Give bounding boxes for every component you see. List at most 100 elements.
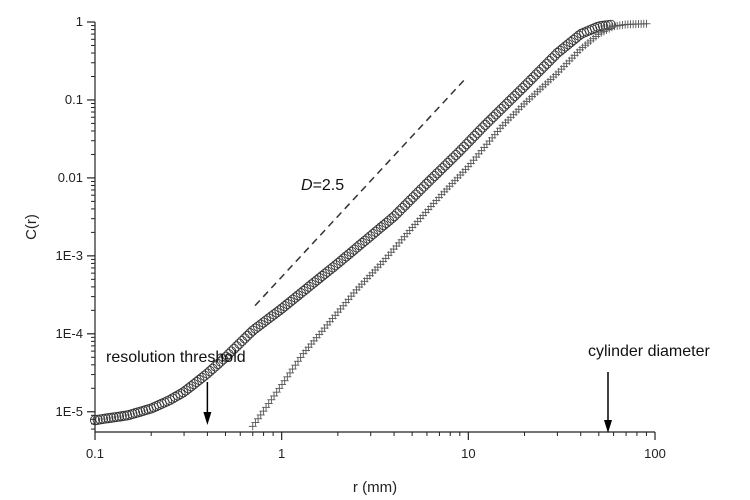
data-point-circle <box>424 176 435 187</box>
data-point-circle <box>239 333 250 344</box>
y-tick-label: 0.01 <box>58 170 83 185</box>
data-point-circle <box>220 351 232 362</box>
data-point-circle <box>522 77 534 88</box>
data-point-circle <box>405 194 416 206</box>
x-ticks: 0.1 1 10 100 <box>86 432 666 461</box>
resolution-threshold-arrow <box>203 382 212 425</box>
data-point-circle <box>253 321 264 332</box>
data-point-circle <box>434 165 445 176</box>
data-point-circle <box>389 211 400 222</box>
data-point-circle <box>172 390 183 401</box>
data-point-circle <box>544 56 555 67</box>
cylinder-diameter-arrow <box>603 372 612 433</box>
axes <box>94 22 655 433</box>
data-point-circle <box>418 181 429 192</box>
data-point-circle <box>549 50 560 61</box>
data-point-circle <box>269 309 280 320</box>
series-circle <box>89 19 616 426</box>
data-point-circle <box>250 323 261 334</box>
data-point-circle <box>480 119 491 130</box>
data-point-circle <box>498 101 510 112</box>
data-point-circle <box>573 30 584 41</box>
data-point-circle <box>175 388 186 399</box>
data-point-circle <box>244 328 256 339</box>
data-point-circle <box>525 74 536 86</box>
data-point-circle <box>429 170 440 182</box>
data-point-circle <box>218 354 229 365</box>
slope-label: D=2.5 <box>301 177 344 194</box>
cylinder-diameter-label: cylinder diameter <box>588 343 711 360</box>
data-point-circle <box>504 96 515 107</box>
x-tick-label: 100 <box>644 446 666 461</box>
data-point-circle <box>170 391 181 403</box>
data-point-circle <box>533 66 544 77</box>
data-point-circle <box>397 203 408 214</box>
data-point-circle <box>445 155 456 166</box>
data-point-circle <box>531 69 542 80</box>
data-point-circle <box>234 338 245 349</box>
data-point-circle <box>392 208 403 219</box>
data-point-circle <box>506 93 518 104</box>
data-point-circle <box>547 53 558 64</box>
x-tick-label: 1 <box>278 446 285 461</box>
resolution-threshold-label: resolution threshold <box>106 349 246 366</box>
data-point-circle <box>482 117 494 128</box>
reference-slope-line <box>254 79 465 307</box>
data-point-circle <box>266 311 277 322</box>
data-point-circle <box>539 61 550 72</box>
y-tick-label: 1E-4 <box>56 326 83 341</box>
data-point-circle <box>426 173 437 184</box>
data-point-circle <box>402 197 413 208</box>
data-point-circle <box>231 341 242 352</box>
data-point-circle <box>226 346 237 357</box>
data-point-circle <box>440 160 451 171</box>
data-point-circle <box>464 136 475 147</box>
x-tick-label: 0.1 <box>86 446 104 461</box>
slope-label-symbol: D <box>301 177 313 194</box>
data-point-circle <box>469 130 480 141</box>
data-point-circle <box>164 394 175 406</box>
data-point-circle <box>263 313 274 324</box>
series-plus <box>248 19 651 431</box>
data-point-circle <box>410 189 421 200</box>
data-point-circle <box>432 168 443 179</box>
data-point-circle <box>514 85 526 96</box>
data-point-circle <box>442 157 453 168</box>
data-point-circle <box>258 317 269 328</box>
data-point-circle <box>536 64 547 75</box>
data-point-circle <box>461 139 472 150</box>
data-point-circle <box>421 178 432 189</box>
y-tick-label: 1E-5 <box>56 404 83 419</box>
data-point-circle <box>242 330 253 341</box>
data-point-circle <box>413 186 424 197</box>
data-point-circle <box>261 315 272 326</box>
data-point-circle <box>571 32 582 43</box>
data-point-circle <box>541 58 552 69</box>
data-point-circle <box>437 163 448 174</box>
data-point-circle <box>394 205 405 216</box>
data-point-circle <box>448 152 459 163</box>
data-point-circle <box>228 343 240 354</box>
data-point-circle <box>501 98 512 109</box>
data-point-circle <box>509 90 520 101</box>
data-point-circle <box>178 387 189 398</box>
data-point-circle <box>605 19 616 30</box>
data-point-circle <box>450 149 461 161</box>
arrow-head <box>603 420 612 433</box>
data-point-circle <box>271 307 282 318</box>
y-tick-label: 1E-3 <box>56 248 83 263</box>
data-point-circle <box>453 147 464 158</box>
data-point-circle <box>247 325 258 336</box>
data-point-circle <box>474 125 485 136</box>
data-point-circle <box>496 104 507 115</box>
data-point-plus <box>642 19 651 28</box>
y-axis-title: C(r) <box>23 214 40 240</box>
data-point-circle <box>236 336 248 347</box>
data-point-circle <box>493 106 504 117</box>
y-tick-label: 1 <box>76 14 83 29</box>
data-point-circle <box>400 200 411 211</box>
data-point-circle <box>477 122 488 133</box>
data-point-circle <box>517 82 528 94</box>
data-point-circle <box>490 109 502 120</box>
